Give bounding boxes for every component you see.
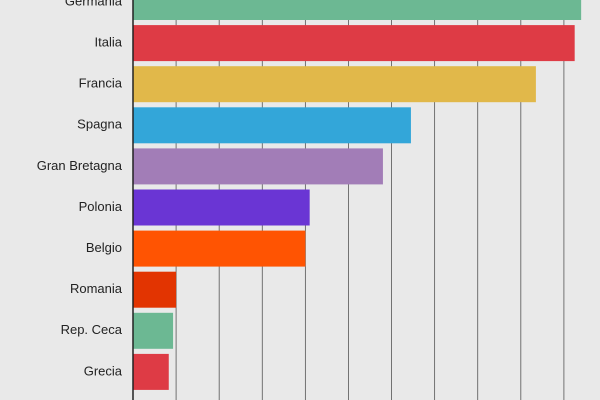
bars [133, 0, 582, 390]
bar-spagna [133, 107, 411, 144]
category-label: Spagna [77, 117, 123, 132]
bar-germania [133, 0, 582, 20]
category-label: Francia [79, 76, 123, 91]
category-labels: Germania Italia Francia Spagna Gran Bretagna… [37, 0, 123, 378]
category-label: Belgio [86, 240, 122, 255]
bar-polonia [133, 189, 310, 226]
category-label: Polonia [79, 199, 123, 214]
bar-rep-ceca [133, 312, 174, 349]
bar-grecia [133, 353, 169, 390]
category-label: Germania [65, 0, 123, 8]
bar-gran-bretagna [133, 148, 383, 185]
bar-francia [133, 66, 536, 103]
bar-belgio [133, 230, 306, 267]
category-label: Gran Bretagna [37, 158, 123, 173]
category-label: Grecia [84, 363, 123, 378]
category-label: Rep. Ceca [61, 322, 123, 337]
bar-romania [133, 271, 177, 308]
category-label: Romania [70, 281, 123, 296]
category-label: Italia [95, 35, 123, 50]
bar-italia [133, 25, 575, 62]
